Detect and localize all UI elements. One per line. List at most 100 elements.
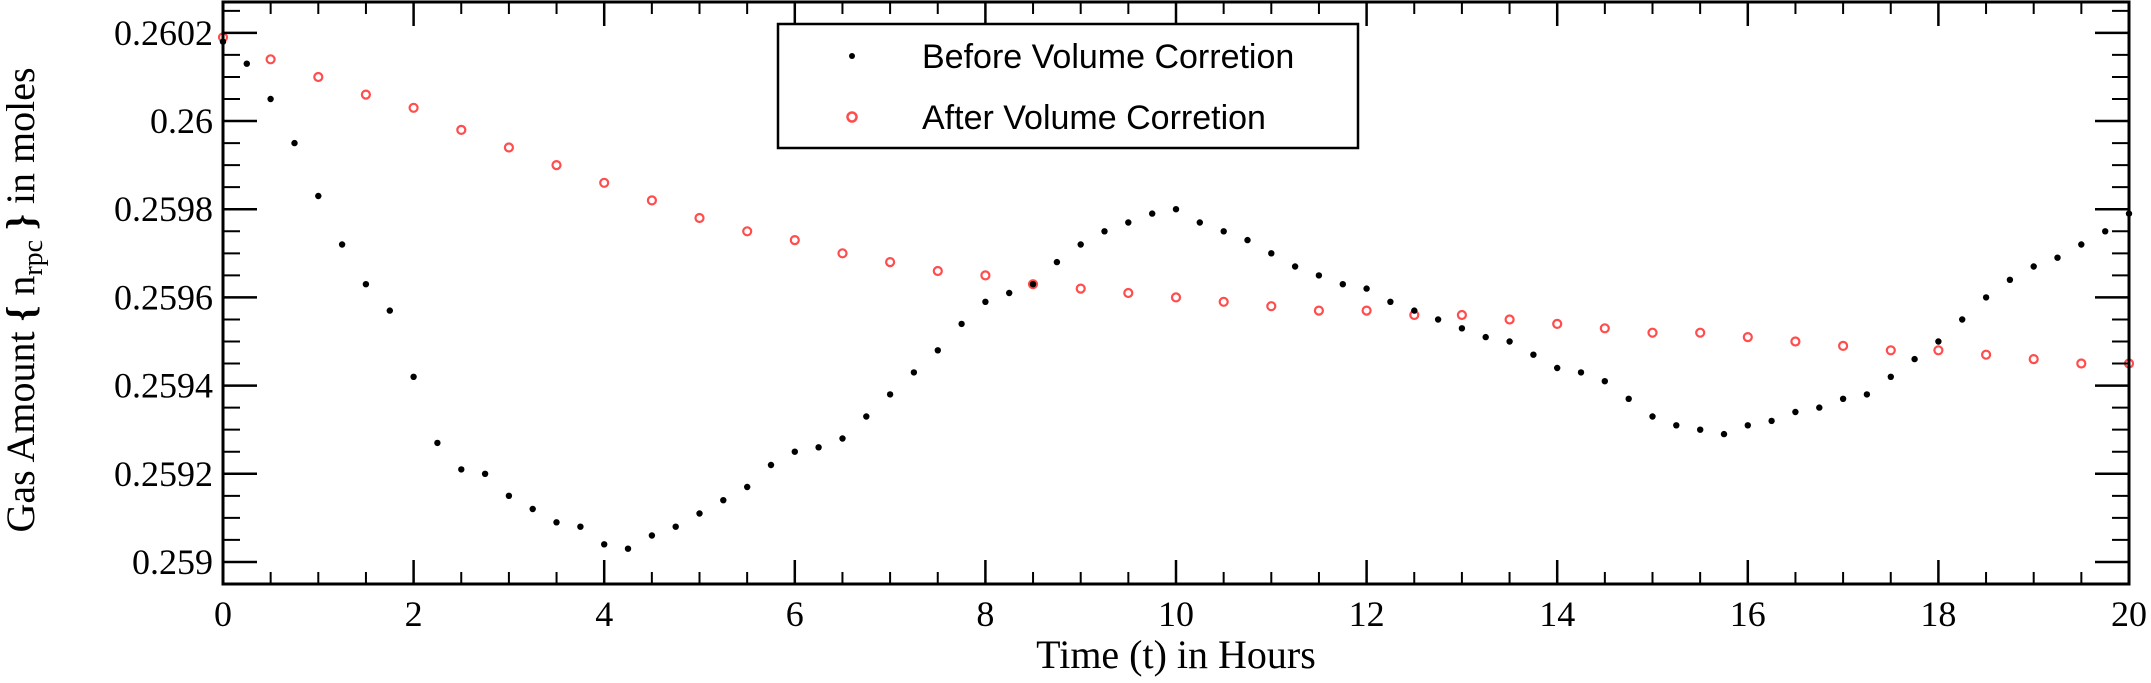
point-before [1077, 241, 1084, 248]
svg-text:Gas Amount { nrpc } in moles: Gas Amount { nrpc } in moles [0, 67, 49, 532]
x-tick-label: 14 [1539, 594, 1575, 634]
point-after [980, 270, 991, 281]
point-after [1218, 296, 1229, 307]
x-tick-label: 16 [1730, 594, 1766, 634]
point-after [646, 195, 658, 206]
point-before [267, 95, 274, 103]
point-before [672, 523, 679, 530]
legend-label-after: After Volume Corretion [922, 99, 1266, 137]
x-axis-title: Time (t) in Hours [1036, 632, 1316, 677]
point-before [1601, 378, 1609, 385]
point-after [599, 177, 610, 188]
x-tick-label: 0 [214, 594, 232, 634]
point-before [434, 439, 441, 447]
y-axis: 0.259 0.2592 0.2594 0.2596 0.2598 0.26 0.2602 [114, 9, 2129, 585]
point-before [1029, 281, 1037, 288]
point-after [503, 142, 514, 153]
point-after [2028, 354, 2039, 365]
point-before [791, 448, 798, 455]
point-before [1506, 338, 1513, 345]
x-axis: 0 2 4 6 8 10 12 14 16 18 20 [214, 2, 2147, 634]
point-after [456, 124, 467, 135]
point-before [1434, 316, 1442, 323]
point-before [1887, 373, 1895, 380]
y-tick-label: 0.26 [150, 101, 213, 141]
point-before [1935, 338, 1942, 345]
y-axis-title-suffix: in moles [0, 67, 43, 214]
point-before [1268, 250, 1275, 257]
point-before [2102, 228, 2109, 235]
y-axis-title-close-brace: } [0, 214, 43, 240]
point-before [1554, 364, 1561, 372]
point-before [648, 532, 656, 539]
point-before [1053, 258, 1061, 266]
point-after [742, 226, 753, 237]
point-after [1885, 345, 1896, 356]
y-axis-title-open-brace: { [0, 296, 43, 322]
point-before [815, 444, 822, 451]
point-before [553, 519, 560, 526]
x-tick-label: 10 [1158, 594, 1194, 634]
point-after [932, 265, 943, 277]
point-before [1101, 228, 1108, 235]
y-axis-title-symbol: n [0, 276, 43, 296]
y-tick-label: 0.259 [132, 542, 213, 582]
point-before [958, 320, 965, 328]
point-after [1552, 318, 1563, 329]
point-after [2076, 358, 2087, 369]
point-before [886, 391, 894, 398]
point-after [1170, 292, 1182, 303]
point-before [1172, 206, 1180, 213]
point-after [408, 102, 419, 113]
y-tick-label: 0.2602 [114, 13, 213, 53]
point-after [837, 248, 848, 259]
legend-label-before: Before Volume Corretion [922, 38, 1294, 76]
point-before [1768, 417, 1775, 425]
point-before [505, 492, 513, 499]
point-before [1315, 272, 1323, 279]
point-before [1125, 219, 1132, 226]
series-before-volume-correction [219, 38, 2133, 552]
point-after [789, 235, 800, 246]
point-before [291, 139, 298, 147]
point-before [2078, 241, 2085, 248]
y-axis-title-subscript: rpc [18, 240, 49, 276]
y-axis-title-prefix: Gas Amount [0, 321, 43, 532]
legend: Before Volume Corretion After Volume Cor… [776, 22, 1360, 150]
point-after [1647, 327, 1658, 338]
point-before [2054, 254, 2061, 261]
point-before [863, 413, 870, 420]
point-before [1411, 307, 1418, 314]
point-after [1361, 305, 1372, 316]
point-before [696, 510, 703, 517]
point-before [1339, 281, 1347, 288]
point-after [1933, 345, 1944, 356]
point-before [767, 461, 775, 469]
point-after [1695, 327, 1706, 338]
point-before [481, 470, 489, 477]
point-before [1816, 404, 1823, 411]
point-before [624, 545, 632, 552]
legend-marker-after [846, 111, 858, 123]
point-before [386, 307, 393, 314]
point-after [1313, 305, 1325, 316]
point-before [1244, 236, 1251, 244]
point-before [1720, 430, 1728, 438]
point-after [551, 160, 562, 171]
point-after [360, 89, 371, 100]
point-before [1458, 325, 1466, 332]
point-after [694, 212, 705, 224]
x-tick-label: 12 [1349, 594, 1385, 634]
point-before [315, 192, 322, 200]
point-before [1744, 422, 1752, 429]
point-before [1625, 395, 1632, 402]
point-before [1697, 426, 1704, 433]
y-tick-label: 0.2594 [114, 366, 213, 406]
point-after [1504, 314, 1515, 325]
point-before [1839, 395, 1847, 402]
point-after [1266, 301, 1277, 312]
y-tick-label: 0.2598 [114, 189, 213, 229]
point-after [1790, 336, 1801, 347]
point-before [1792, 408, 1799, 416]
